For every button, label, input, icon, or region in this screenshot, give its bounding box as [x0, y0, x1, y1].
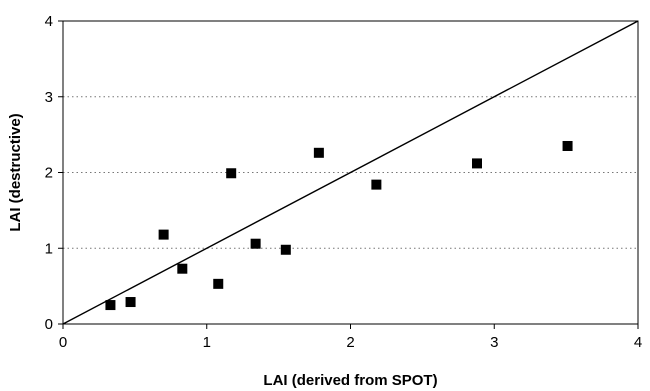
x-tick-label: 1 — [203, 334, 211, 351]
x-tick-label: 2 — [346, 334, 354, 351]
y-tick-label: 3 — [45, 89, 53, 106]
data-point — [472, 158, 482, 169]
data-point — [280, 244, 291, 255]
data-point — [213, 278, 224, 289]
x-axis-title: LAI (derived from SPOT) — [263, 372, 437, 389]
data-point — [125, 297, 136, 308]
data-points — [105, 140, 573, 311]
one-to-one-line — [62, 20, 639, 325]
data-point — [226, 168, 237, 179]
data-point — [371, 179, 382, 190]
x-tick-label: 0 — [59, 334, 67, 351]
x-tick-label: 3 — [490, 334, 498, 351]
y-tick-label: 0 — [45, 316, 53, 333]
y-axis-title: LAI (destructive) — [7, 113, 24, 231]
data-point — [313, 147, 324, 158]
data-point — [250, 238, 261, 249]
x-axis-ticks: 0 1 2 3 4 — [59, 324, 642, 351]
y-tick-label: 4 — [45, 13, 53, 30]
data-point — [158, 229, 169, 240]
y-tick-label: 2 — [45, 165, 53, 182]
y-tick-label: 1 — [45, 240, 53, 257]
x-tick-label: 4 — [634, 334, 642, 351]
gridlines — [63, 96, 638, 249]
data-point — [177, 263, 188, 274]
data-point — [105, 300, 116, 311]
data-point — [562, 140, 573, 151]
y-axis-ticks: 0 1 2 3 4 — [45, 13, 63, 333]
